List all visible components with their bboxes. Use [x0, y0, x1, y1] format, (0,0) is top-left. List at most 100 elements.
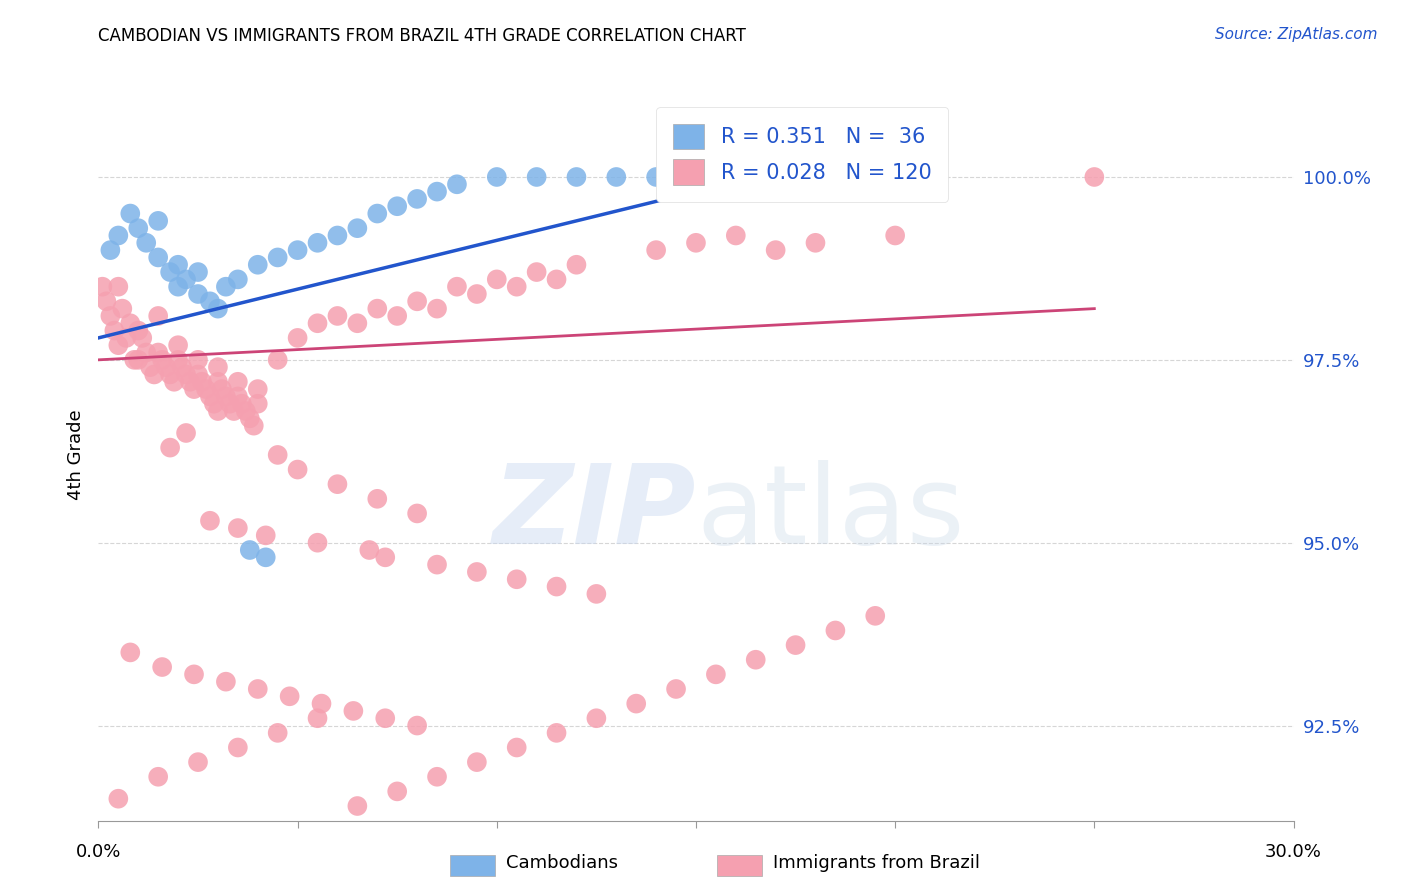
- Point: [311, 697, 333, 711]
- Point: [385, 784, 409, 798]
- Point: [278, 690, 301, 704]
- Point: [326, 477, 349, 491]
- Point: [226, 389, 249, 403]
- Point: [565, 169, 588, 184]
- Point: [863, 608, 886, 623]
- Point: [235, 404, 257, 418]
- Point: [107, 228, 129, 243]
- Point: [183, 667, 205, 681]
- Point: [406, 718, 429, 732]
- Point: [546, 272, 568, 286]
- Point: [624, 697, 647, 711]
- Legend: R = 0.351   N =  36, R = 0.028   N = 120: R = 0.351 N = 36, R = 0.028 N = 120: [657, 107, 949, 202]
- Point: [585, 711, 607, 725]
- Y-axis label: 4th Grade: 4th Grade: [66, 409, 84, 500]
- Text: Source: ZipAtlas.com: Source: ZipAtlas.com: [1215, 27, 1378, 42]
- Point: [685, 169, 707, 184]
- Point: [148, 309, 170, 323]
- Point: [120, 645, 142, 659]
- Point: [207, 404, 229, 418]
- Point: [120, 316, 142, 330]
- Point: [506, 572, 529, 586]
- Point: [120, 206, 142, 220]
- Point: [465, 287, 488, 301]
- Point: [254, 550, 277, 565]
- Point: [426, 185, 449, 199]
- Point: [207, 301, 229, 316]
- Point: [187, 287, 209, 301]
- Point: [585, 587, 607, 601]
- Point: [211, 382, 233, 396]
- Point: [159, 441, 181, 455]
- Point: [179, 375, 201, 389]
- Text: 30.0%: 30.0%: [1265, 843, 1322, 861]
- Point: [174, 425, 197, 440]
- Point: [103, 324, 125, 338]
- Point: [406, 507, 429, 521]
- Point: [465, 755, 488, 769]
- Point: [765, 243, 787, 257]
- Point: [135, 345, 157, 359]
- Point: [307, 535, 329, 549]
- Point: [426, 301, 449, 316]
- Point: [645, 169, 668, 184]
- Text: Cambodians: Cambodians: [506, 855, 619, 872]
- Point: [307, 316, 329, 330]
- Point: [254, 528, 277, 542]
- Point: [135, 235, 157, 250]
- Point: [785, 638, 807, 652]
- Point: [704, 667, 727, 681]
- Point: [346, 799, 368, 814]
- Point: [685, 235, 707, 250]
- Point: [287, 462, 309, 476]
- Point: [198, 294, 221, 309]
- Point: [406, 192, 429, 206]
- Point: [342, 704, 364, 718]
- Point: [124, 352, 146, 367]
- Point: [231, 397, 253, 411]
- Point: [346, 221, 368, 235]
- Text: CAMBODIAN VS IMMIGRANTS FROM BRAZIL 4TH GRADE CORRELATION CHART: CAMBODIAN VS IMMIGRANTS FROM BRAZIL 4TH …: [98, 27, 747, 45]
- Point: [724, 228, 747, 243]
- Point: [374, 550, 396, 565]
- Point: [215, 389, 238, 403]
- Point: [605, 169, 627, 184]
- Point: [287, 243, 309, 257]
- Point: [267, 726, 290, 740]
- Point: [267, 251, 290, 265]
- Point: [115, 331, 138, 345]
- Point: [167, 352, 190, 367]
- Point: [745, 653, 768, 667]
- Point: [546, 580, 568, 594]
- Point: [246, 397, 269, 411]
- Text: atlas: atlas: [696, 460, 965, 567]
- Point: [226, 272, 249, 286]
- Point: [111, 301, 134, 316]
- Point: [174, 368, 197, 382]
- Point: [526, 265, 548, 279]
- Point: [226, 740, 249, 755]
- Point: [804, 235, 827, 250]
- Point: [98, 243, 122, 257]
- Point: [174, 272, 197, 286]
- Point: [96, 294, 118, 309]
- Point: [155, 360, 177, 375]
- Point: [127, 221, 149, 235]
- Point: [148, 251, 170, 265]
- Point: [485, 169, 508, 184]
- Point: [150, 660, 173, 674]
- Point: [326, 309, 349, 323]
- Point: [198, 514, 221, 528]
- Text: 0.0%: 0.0%: [76, 843, 121, 861]
- Point: [167, 279, 190, 293]
- Point: [884, 228, 907, 243]
- Point: [465, 565, 488, 579]
- Point: [191, 375, 214, 389]
- Point: [202, 397, 225, 411]
- Point: [307, 711, 329, 725]
- Point: [131, 331, 153, 345]
- Point: [215, 279, 238, 293]
- Point: [226, 521, 249, 535]
- Point: [219, 397, 242, 411]
- Point: [148, 770, 170, 784]
